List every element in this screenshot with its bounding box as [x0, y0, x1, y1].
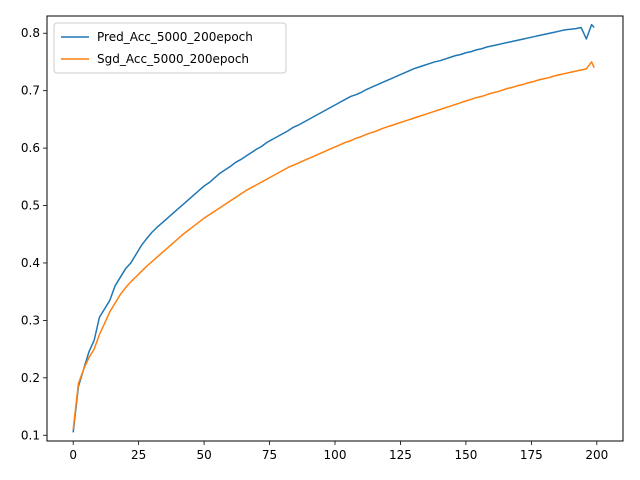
- axes-frame: [46, 15, 624, 442]
- y-tick-label: 0.7: [21, 84, 40, 98]
- x-tick-label: 150: [454, 448, 477, 462]
- y-tick-label: 0.1: [21, 428, 40, 442]
- x-tick-label: 200: [585, 448, 608, 462]
- y-tick-label: 0.3: [21, 313, 40, 327]
- x-tick-label: 100: [324, 448, 347, 462]
- y-tick-label: 0.8: [21, 26, 40, 40]
- series-layer: [72, 23, 595, 433]
- y-tick-label: 0.4: [21, 256, 40, 270]
- x-tick-label: 50: [196, 448, 211, 462]
- x-tick-label: 25: [131, 448, 146, 462]
- legend: Pred_Acc_5000_200epoch Sgd_Acc_5000_200e…: [53, 22, 287, 74]
- y-axis-ticks: 0.1 0.2 0.3 0.4 0.5 0.6 0.7 0.8: [21, 26, 47, 442]
- x-axis-ticks: 0 25 50 75 100 125 150 175 200: [69, 441, 608, 462]
- x-tick-label: 125: [389, 448, 412, 462]
- y-tick-label: 0.6: [21, 141, 40, 155]
- legend-box: [53, 22, 287, 74]
- x-tick-label: 0: [69, 448, 77, 462]
- series-line-pred: [72, 23, 595, 433]
- y-tick-label: 0.2: [21, 371, 40, 385]
- y-tick-label: 0.5: [21, 199, 40, 213]
- legend-label-pred: Pred_Acc_5000_200epoch: [97, 30, 253, 44]
- x-tick-label: 175: [520, 448, 543, 462]
- series-line-sgd: [72, 61, 595, 430]
- legend-label-sgd: Sgd_Acc_5000_200epoch: [97, 52, 249, 66]
- x-tick-label: 75: [262, 448, 277, 462]
